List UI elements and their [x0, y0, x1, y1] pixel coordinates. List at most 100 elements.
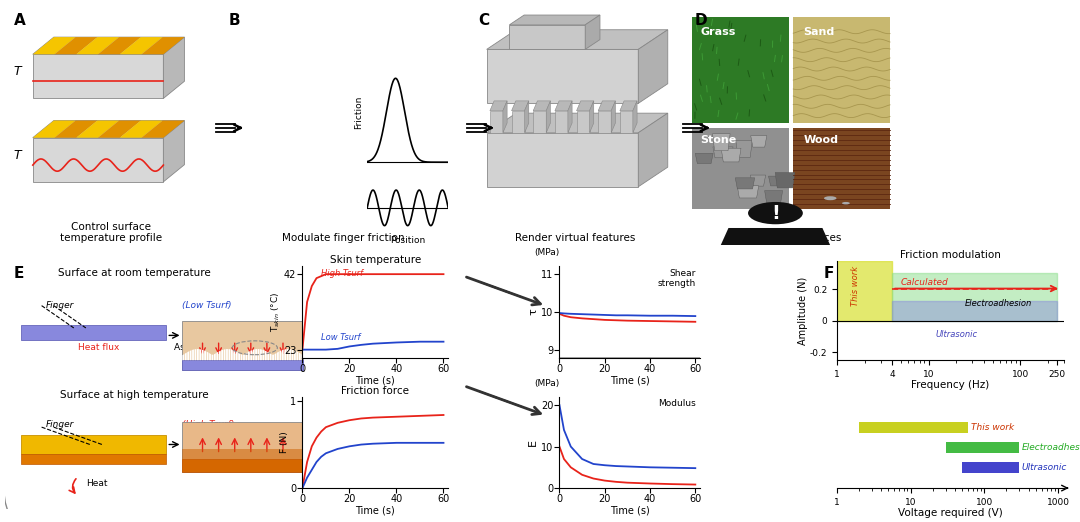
Polygon shape [32, 54, 163, 99]
Polygon shape [120, 121, 163, 138]
Polygon shape [282, 350, 284, 360]
Polygon shape [212, 354, 214, 360]
Text: !: ! [771, 204, 780, 222]
Text: Surface at high temperature: Surface at high temperature [59, 390, 208, 400]
Polygon shape [692, 18, 789, 123]
X-axis label: Frequency (Hz): Frequency (Hz) [912, 381, 989, 390]
Polygon shape [713, 147, 733, 158]
Polygon shape [192, 349, 194, 360]
Polygon shape [289, 349, 291, 360]
Polygon shape [255, 349, 257, 360]
Polygon shape [598, 111, 611, 133]
Polygon shape [210, 353, 211, 360]
Text: E: E [13, 266, 24, 281]
Polygon shape [280, 350, 281, 360]
Polygon shape [32, 121, 76, 138]
Polygon shape [510, 25, 585, 50]
Text: Calculated: Calculated [901, 278, 948, 287]
Polygon shape [294, 350, 296, 360]
Polygon shape [512, 101, 529, 111]
Polygon shape [738, 186, 758, 198]
Ellipse shape [748, 202, 802, 224]
Polygon shape [534, 101, 551, 111]
Y-axis label: T$_{skin}$ (°C): T$_{skin}$ (°C) [270, 292, 282, 332]
Text: Finger: Finger [45, 301, 75, 310]
Polygon shape [292, 349, 294, 360]
Polygon shape [512, 111, 525, 133]
Text: Electroadhesion: Electroadhesion [966, 299, 1032, 308]
Polygon shape [301, 354, 303, 360]
Circle shape [824, 196, 837, 200]
Text: High Tsurf: High Tsurf [321, 269, 363, 278]
Polygon shape [720, 228, 831, 245]
Polygon shape [221, 350, 224, 360]
Text: Ultrasonic: Ultrasonic [935, 329, 977, 339]
Text: Stone: Stone [701, 135, 737, 145]
Polygon shape [163, 121, 185, 182]
Text: Asperity of skin: Asperity of skin [174, 343, 244, 352]
Text: Render virtual features: Render virtual features [515, 233, 635, 243]
Polygon shape [598, 101, 616, 111]
Polygon shape [611, 101, 616, 133]
Polygon shape [183, 459, 303, 472]
Polygon shape [190, 350, 191, 360]
Text: (High Tsurf): (High Tsurf) [183, 420, 234, 429]
Polygon shape [534, 111, 546, 133]
Polygon shape [202, 350, 204, 360]
X-axis label: Time (s): Time (s) [610, 506, 649, 516]
Polygon shape [194, 349, 197, 360]
Polygon shape [769, 176, 788, 186]
Polygon shape [735, 140, 753, 157]
Text: B: B [229, 13, 241, 28]
Text: (Low Tsurf): (Low Tsurf) [183, 301, 232, 310]
Polygon shape [98, 121, 140, 138]
Text: T: T [14, 65, 22, 78]
Polygon shape [525, 101, 529, 133]
Polygon shape [265, 351, 267, 360]
Polygon shape [241, 354, 242, 360]
Title: Skin temperature: Skin temperature [329, 255, 421, 266]
Polygon shape [487, 133, 638, 187]
Polygon shape [200, 349, 201, 360]
Polygon shape [590, 101, 594, 133]
Polygon shape [721, 148, 741, 162]
Polygon shape [751, 175, 766, 186]
Polygon shape [793, 128, 890, 209]
Polygon shape [258, 349, 259, 360]
Polygon shape [555, 101, 572, 111]
Polygon shape [568, 101, 572, 133]
Text: (MPa): (MPa) [535, 379, 559, 388]
Polygon shape [274, 353, 276, 360]
Polygon shape [32, 37, 185, 54]
Polygon shape [585, 15, 600, 50]
Text: F: F [823, 266, 834, 281]
Polygon shape [183, 360, 303, 370]
Bar [892, 301, 1056, 322]
Polygon shape [296, 351, 298, 360]
Polygon shape [206, 352, 208, 360]
Polygon shape [262, 350, 265, 360]
Polygon shape [765, 191, 783, 204]
Polygon shape [183, 321, 303, 370]
Bar [860, 422, 968, 433]
Polygon shape [793, 18, 890, 123]
X-axis label: Time (s): Time (s) [355, 375, 395, 385]
Polygon shape [32, 37, 76, 54]
Text: A: A [14, 13, 26, 28]
Polygon shape [163, 37, 185, 99]
Polygon shape [216, 352, 218, 360]
Polygon shape [54, 121, 97, 138]
Text: Mimic real surfaces: Mimic real surfaces [741, 233, 841, 243]
Polygon shape [183, 354, 185, 360]
Polygon shape [32, 138, 163, 182]
Polygon shape [487, 50, 638, 103]
Polygon shape [620, 101, 637, 111]
Text: Friction: Friction [354, 95, 363, 128]
Text: (MPa): (MPa) [535, 248, 559, 257]
Polygon shape [248, 351, 249, 360]
Polygon shape [487, 30, 667, 50]
Polygon shape [204, 350, 206, 360]
Polygon shape [270, 353, 271, 360]
Y-axis label: Amplitude (N): Amplitude (N) [798, 277, 809, 345]
Polygon shape [577, 111, 590, 133]
